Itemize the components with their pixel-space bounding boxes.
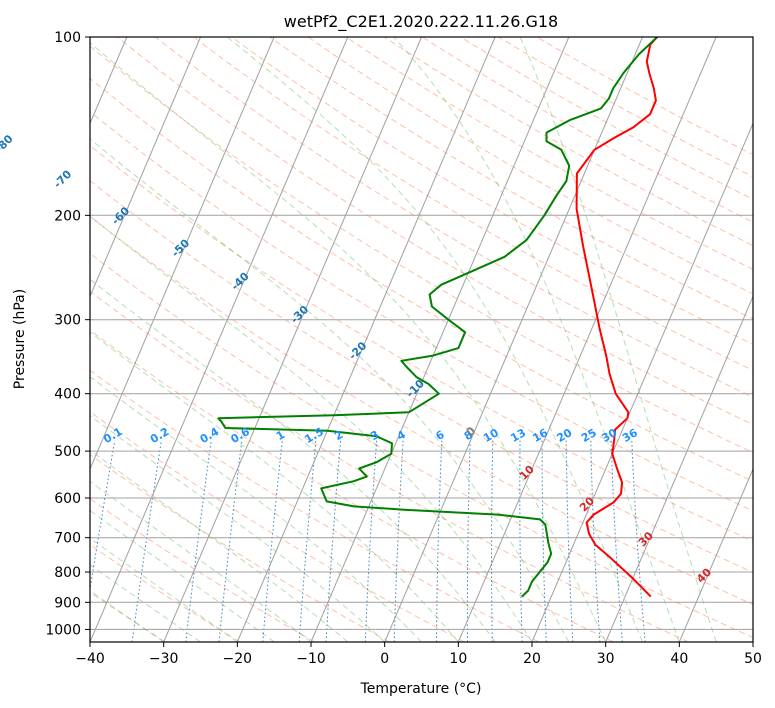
isotherm-label: -70 [51, 167, 74, 190]
y-tick-label: 900 [54, 595, 81, 611]
y-tick-label: 300 [54, 313, 81, 329]
dry-adiabat [535, 37, 753, 156]
y-tick-label: 1000 [45, 622, 81, 638]
temperature-line [575, 37, 658, 598]
moist-adiabat [227, 37, 643, 642]
isotherm [678, 467, 753, 642]
mixing-ratio-line [298, 440, 317, 642]
y-tick-label: 200 [54, 208, 81, 224]
chart-title: wetPf2_C2E1.2020.222.11.26.G18 [284, 12, 558, 32]
mixing-ratio-line [185, 440, 212, 642]
dry-adiabat [116, 37, 753, 426]
isotherm [531, 122, 753, 642]
moist-adiabat [90, 138, 570, 642]
mixing-ratio-line [519, 440, 523, 642]
background-lines [90, 37, 753, 642]
dry-adiabat [269, 37, 753, 320]
x-tick-label: 0 [380, 651, 389, 667]
dry-adiabat [90, 45, 753, 454]
isotherm [310, 37, 570, 642]
mixing-ratio-line [565, 440, 574, 642]
mixing-ratio-line [590, 440, 601, 642]
x-tick-label: −10 [296, 651, 326, 667]
isotherm [90, 37, 202, 298]
moist-adiabat [90, 589, 164, 642]
moist-adiabat [393, 37, 680, 642]
grid-lines [0, 0, 753, 642]
moist-adiabat [90, 278, 496, 642]
y-tick-label: 700 [54, 531, 81, 547]
x-tick-label: −30 [149, 651, 179, 667]
mixing-ratio-line [435, 440, 443, 642]
dry-adiabat [154, 37, 753, 398]
dry-adiabat [307, 37, 753, 295]
x-axis-title: Temperature (°C) [360, 681, 482, 697]
x-tick-label: −20 [223, 651, 253, 667]
isotherm [457, 37, 717, 642]
mixing-ratio-line [466, 440, 471, 642]
isotherm [236, 37, 496, 642]
y-tick-label: 500 [54, 444, 81, 460]
isotherm [752, 640, 753, 642]
dry-adiabat [90, 215, 753, 606]
y-tick-label: 800 [54, 565, 81, 581]
isotherm [163, 37, 423, 642]
mixing-ratio-line [131, 440, 162, 642]
dry-adiabat [90, 77, 753, 482]
mixing-ratio-line [631, 440, 646, 642]
dry-adiabat [90, 290, 689, 642]
x-tick-label: 20 [523, 651, 541, 667]
moist-adiabat [90, 415, 386, 642]
dry-adiabat [459, 37, 753, 200]
isotherm [90, 37, 349, 642]
y-axis: 100 200 300 400 500 600 700 800 900 1000 [45, 30, 90, 638]
dry-adiabat [90, 453, 390, 642]
y-tick-label: 600 [54, 491, 81, 507]
moist-adiabat [90, 331, 459, 642]
dry-adiabat [90, 411, 465, 642]
dewpoint-line [217, 37, 658, 598]
dry-adiabat [230, 37, 753, 345]
isotherm [605, 295, 753, 642]
isotherm [384, 37, 644, 642]
y-tick-label: 400 [54, 387, 81, 403]
isotherm-label: -80 [0, 132, 16, 155]
x-tick-label: 40 [670, 651, 688, 667]
series-layer [217, 37, 658, 598]
mixing-ratio-line [364, 440, 378, 642]
isotherm [0, 0, 4, 642]
mixing-ratio-line [610, 440, 623, 642]
y-axis-title: Pressure (hPa) [12, 289, 28, 389]
moist-adiabat [90, 509, 275, 642]
x-tick-label: −40 [75, 651, 105, 667]
x-tick-label: 50 [744, 651, 762, 667]
dry-adiabat [90, 252, 753, 639]
y-tick-label: 100 [54, 30, 81, 46]
moist-adiabat [90, 537, 238, 642]
x-tick-label: 30 [597, 651, 615, 667]
dry-adiabat [192, 37, 753, 372]
mixing-ratio-line [491, 440, 494, 642]
moist-adiabat [90, 480, 312, 642]
moist-adiabat [519, 37, 717, 642]
mixing-ratio-line [262, 440, 283, 642]
plot-background [90, 37, 753, 642]
isotherm [90, 37, 128, 125]
moist-adiabat [90, 42, 607, 642]
dry-adiabat [497, 37, 753, 178]
mixing-ratio-line [218, 440, 243, 642]
x-tick-label: 10 [449, 651, 467, 667]
isotherm [90, 37, 275, 471]
plot-frame [89, 36, 754, 643]
x-axis: −40 −30 −20 −10 0 10 20 30 40 50 [75, 642, 762, 667]
mixing-ratio-line [90, 440, 116, 593]
moist-adiabat [90, 564, 201, 642]
moist-adiabat [90, 215, 533, 642]
mixing-ratio-line [541, 440, 547, 642]
mixing-ratio-line [325, 440, 342, 642]
